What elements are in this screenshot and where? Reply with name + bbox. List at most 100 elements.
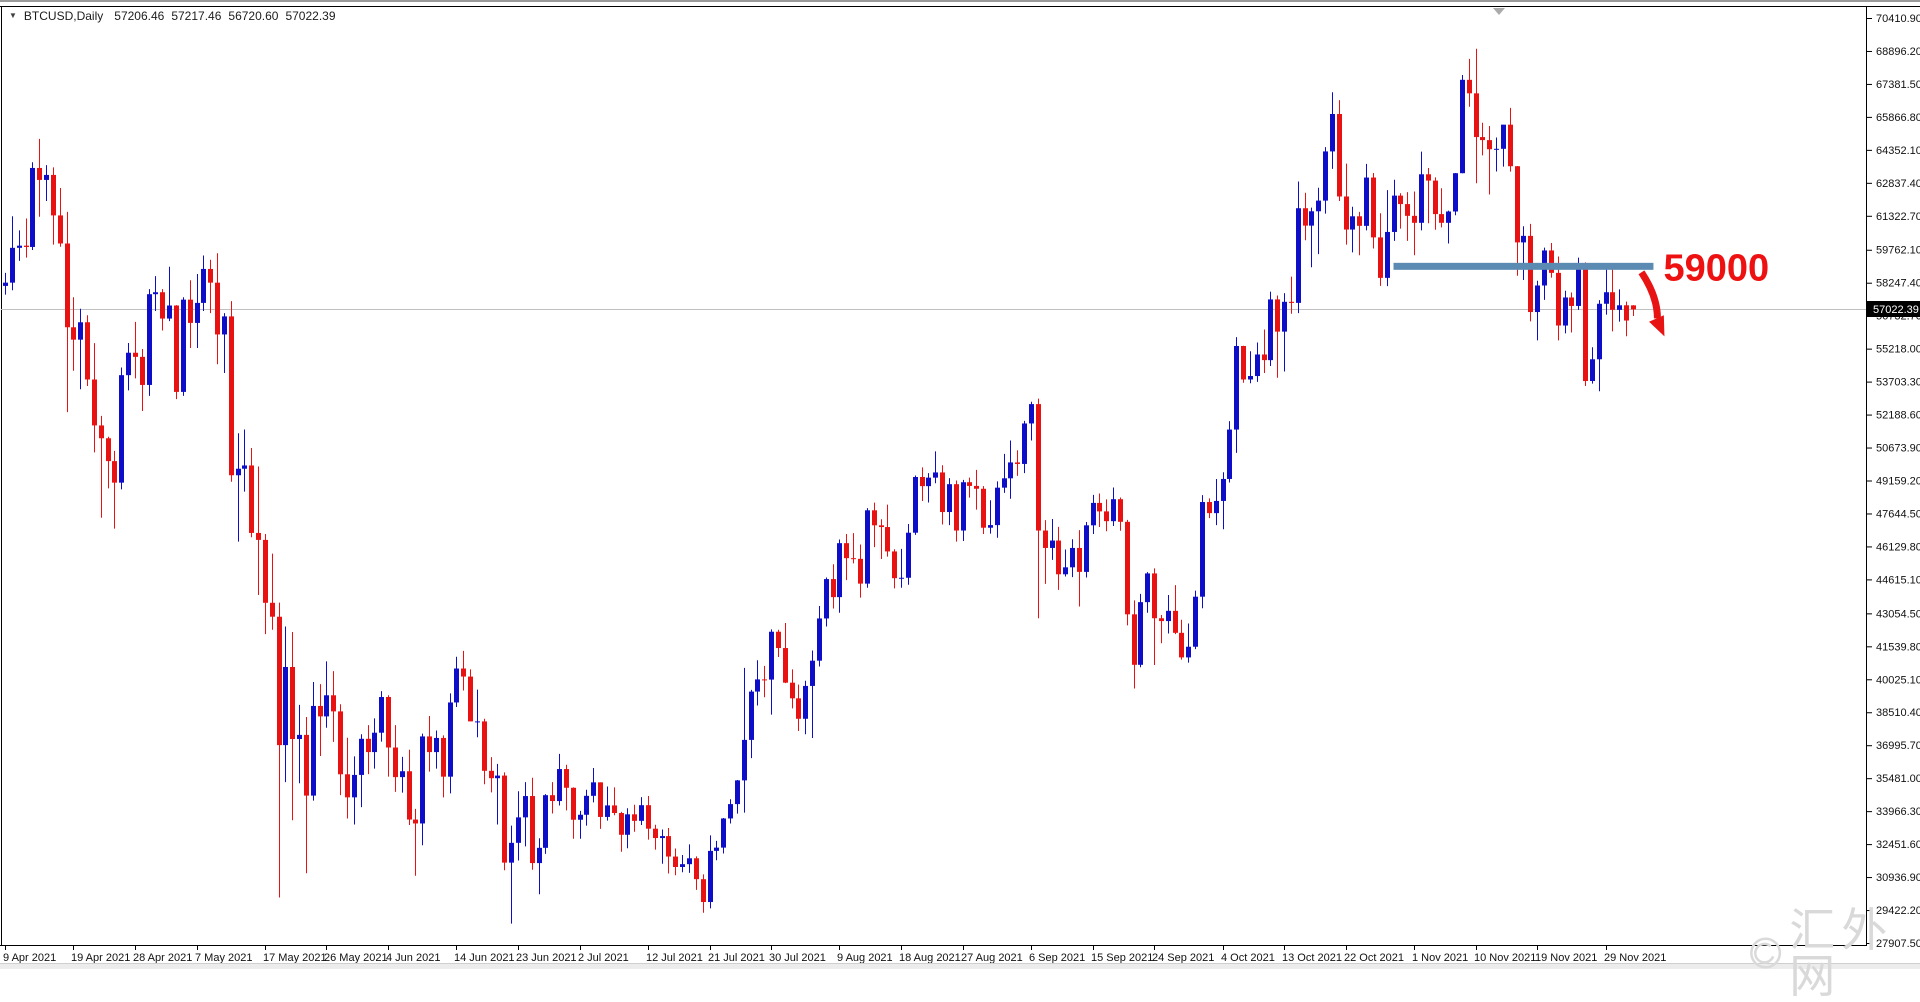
down-arrow-head-icon [1649,315,1665,337]
candle [386,695,391,777]
price-tick-label: 47644.50 [1876,508,1920,520]
candle [92,343,97,453]
candle [885,504,890,557]
candle [537,838,542,895]
candle [981,486,986,535]
candle [372,718,377,769]
candle [229,301,234,482]
time-tick-label: 17 May 2021 [263,952,327,964]
candle [790,669,795,709]
candle [345,737,350,819]
support-line-59000[interactable] [1393,262,1654,270]
candle [37,138,42,217]
candle [776,629,781,657]
symbol-dropdown-icon[interactable]: ▼ [9,11,17,20]
candle [1193,590,1198,650]
candle [988,500,993,534]
candle [1255,342,1260,382]
candle [1159,614,1164,644]
candle [1056,526,1061,590]
chart-plot[interactable]: 59000 70410.90 68896.20 67381.50 65866.80 64… [0,0,1920,968]
candle [1309,207,1314,268]
candle [858,544,863,598]
candle [954,480,959,542]
price-tick-label: 70410.90 [1876,13,1920,25]
candle [366,725,371,775]
candle [434,730,439,769]
candle [837,539,842,613]
candle [201,255,206,311]
candle [1617,289,1622,322]
candle [249,448,254,538]
candle [195,273,200,348]
time-tick-label: 13 Oct 2021 [1282,952,1342,964]
candle [1186,623,1191,663]
candle [1446,210,1451,244]
candle [78,308,83,390]
candle [1364,163,1369,231]
candle [557,753,562,806]
candle [625,808,630,849]
candle [892,549,897,589]
candle [318,684,323,757]
time-tick-label: 23 Jun 2021 [516,952,577,964]
candle [379,691,384,742]
candle [1480,122,1485,156]
candle [1337,100,1342,202]
price-tick-label: 32451.60 [1876,839,1920,851]
candle [844,534,849,581]
candle [304,717,309,874]
annotation-layer: 59000 [1393,247,1769,337]
candle [735,779,740,814]
candle [530,777,535,870]
candle [277,602,282,898]
candle [263,534,268,635]
candle [1179,619,1184,660]
candle [1070,539,1075,578]
candle [489,757,494,793]
candle [153,276,158,311]
price-tick-label: 44615.10 [1876,574,1920,586]
candle [1494,137,1499,172]
candle [831,564,836,609]
candle [85,315,90,387]
time-tick-label: 2 Jul 2021 [578,952,629,964]
candle [762,665,767,698]
candle [393,725,398,792]
candle [899,548,904,588]
candle [516,791,521,861]
time-tick-label: 24 Sep 2021 [1152,952,1214,964]
candle [1460,75,1465,174]
candle [783,623,788,684]
time-tick-label: 1 Nov 2021 [1412,952,1468,964]
candle [1214,478,1219,526]
candle [1221,472,1226,530]
candle [17,230,22,261]
candle [1241,345,1246,383]
price-tick-label: 64352.10 [1876,145,1920,157]
candle [1569,292,1574,333]
candle [1323,147,1328,214]
time-tick-label: 9 Apr 2021 [3,952,56,964]
candle [646,796,651,840]
candle [174,305,179,400]
time-tick-label: 15 Sep 2021 [1091,952,1153,964]
candle [454,656,459,708]
candle [1015,450,1020,476]
candle [632,804,637,832]
chart-title: ▼ BTCUSD,Daily 57206.46 57217.46 56720.6… [9,9,336,23]
candle [913,475,918,535]
chart-shift-marker-icon[interactable] [1493,8,1505,15]
candle [99,415,104,518]
candle [448,693,453,794]
candle [666,828,671,874]
candle [872,502,877,548]
candle [283,626,288,783]
candle [974,469,979,510]
candle [400,756,405,793]
time-tick-label: 6 Sep 2021 [1029,952,1085,964]
candle [502,772,507,871]
candle [242,429,247,492]
candle [995,481,1000,538]
